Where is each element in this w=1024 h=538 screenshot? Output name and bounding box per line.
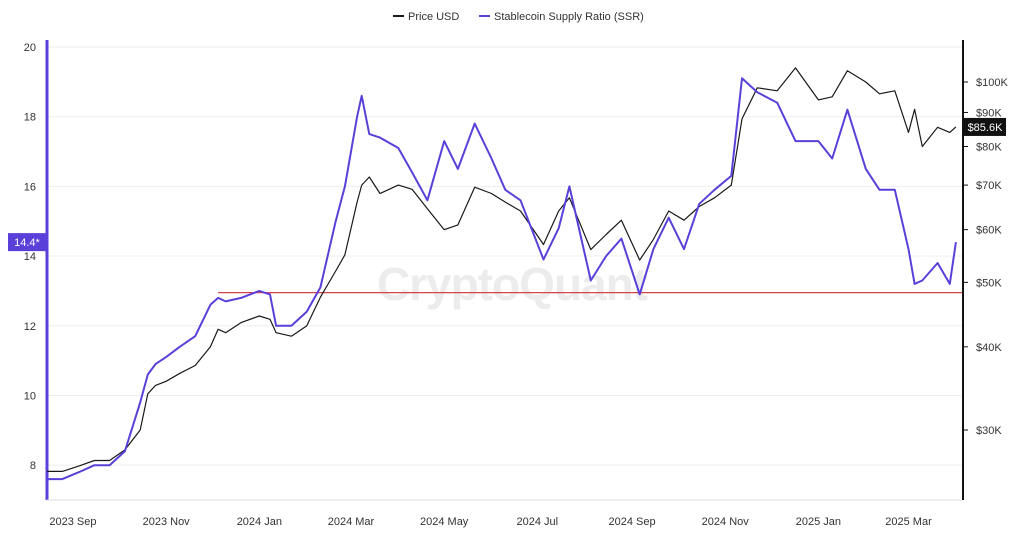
ssr-value-text: 14.4* — [14, 237, 40, 249]
series-layer — [47, 67, 957, 481]
x-tick-label: 2023 Sep — [49, 516, 96, 528]
x-tick-label: 2024 Nov — [702, 516, 750, 528]
right-tick-label: $90K — [976, 107, 1002, 119]
legend-label: Price USD — [408, 11, 459, 23]
right-tick-label: $40K — [976, 342, 1002, 354]
legend: Price USD Stablecoin Supply Ratio (SSR) — [393, 11, 644, 23]
right-axis: $30K $40K $50K $60K $70K $80K $90K $100K — [962, 40, 1008, 500]
x-tick-label: 2024 Jan — [237, 516, 282, 528]
x-tick-label: 2024 Mar — [328, 516, 375, 528]
watermark: CryptoQuant — [377, 258, 648, 310]
legend-label: Stablecoin Supply Ratio (SSR) — [494, 11, 644, 23]
left-tick-label: 12 — [24, 321, 36, 333]
left-tick-label: 18 — [24, 112, 36, 124]
right-tick-label: $70K — [976, 180, 1002, 192]
current-value-tags: 14.4* $85.6K — [8, 117, 1006, 252]
x-axis: 2023 Sep 2023 Nov 2024 Jan 2024 Mar 2024 May… — [47, 499, 962, 528]
grid-lines — [47, 46, 962, 466]
right-tick-label: $50K — [976, 277, 1002, 289]
x-tick-label: 2024 Jul — [517, 516, 559, 528]
left-tick-label: 10 — [24, 390, 36, 402]
right-tick-label: $100K — [976, 77, 1008, 89]
left-tick-label: 20 — [24, 42, 36, 54]
x-tick-label: 2023 Nov — [143, 516, 191, 528]
price-value-text: $85.6K — [968, 122, 1004, 134]
right-tick-label: $30K — [976, 425, 1002, 437]
x-tick-label: 2024 May — [420, 516, 469, 528]
x-tick-label: 2025 Jan — [796, 516, 841, 528]
price-usd-line — [47, 67, 957, 472]
ssr-value-tag — [8, 233, 47, 252]
x-tick-label: 2025 Mar — [885, 516, 932, 528]
right-tick-label: $60K — [976, 225, 1002, 237]
left-tick-label: 14 — [24, 251, 36, 263]
left-axis: 8 10 12 14 16 18 20 — [24, 40, 49, 500]
x-tick-label: 2024 Sep — [608, 516, 655, 528]
left-tick-label: 16 — [24, 181, 36, 193]
left-tick-label: 8 — [30, 460, 36, 472]
price-value-tag — [964, 117, 1006, 136]
right-tick-label: $80K — [976, 141, 1002, 153]
ssr-line — [47, 77, 957, 481]
